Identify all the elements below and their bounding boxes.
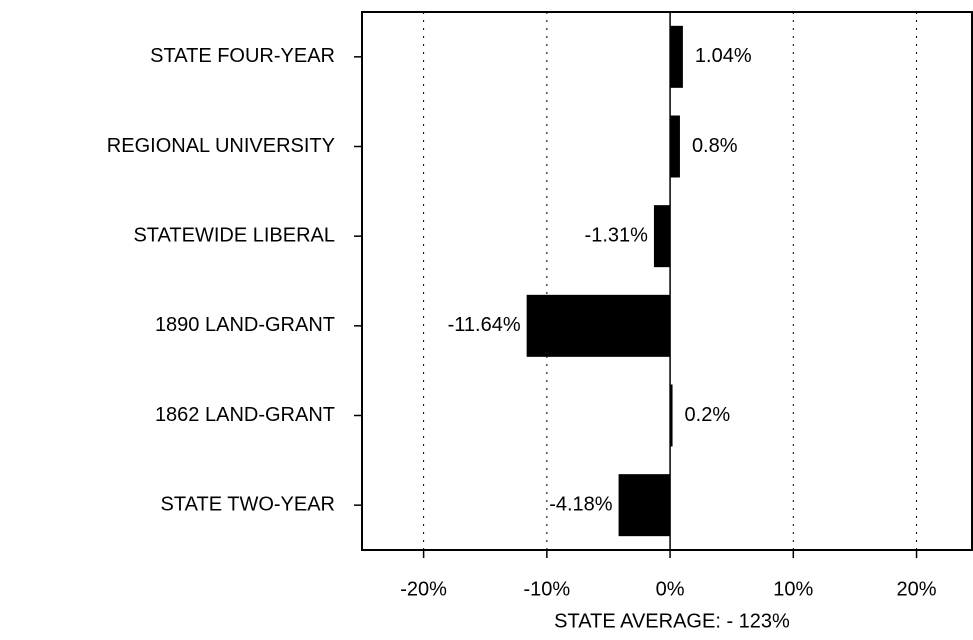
value-label: -11.64% — [448, 314, 521, 336]
x-axis-label: STATE AVERAGE: - 123% — [554, 610, 790, 632]
x-tick-label: 10% — [773, 578, 813, 600]
y-tick-label: STATE TWO-YEAR — [161, 493, 335, 515]
value-label: 1.04% — [695, 45, 752, 67]
plot-frame — [361, 11, 973, 551]
value-label: -1.31% — [585, 224, 649, 246]
bar — [670, 384, 673, 447]
x-tick-label: -20% — [400, 578, 447, 600]
y-tick-label: STATEWIDE LIBERAL — [133, 224, 335, 246]
y-tick-label: 1862 LAND-GRANT — [155, 404, 335, 426]
x-tick-label: -10% — [523, 578, 570, 600]
y-tick-label: STATE FOUR-YEAR — [150, 45, 335, 67]
bar — [670, 115, 680, 178]
value-label: -4.18% — [549, 493, 613, 515]
y-tick-label: REGIONAL UNIVERSITY — [107, 135, 335, 157]
y-tick-label: 1890 LAND-GRANT — [155, 314, 335, 336]
bar — [653, 205, 671, 268]
bar — [670, 25, 683, 88]
bar — [526, 294, 671, 357]
value-label: 0.2% — [685, 404, 731, 426]
bar — [618, 474, 671, 537]
value-label: 0.8% — [692, 135, 738, 157]
x-tick-label: 20% — [897, 578, 937, 600]
x-tick-label: 0% — [656, 578, 685, 600]
